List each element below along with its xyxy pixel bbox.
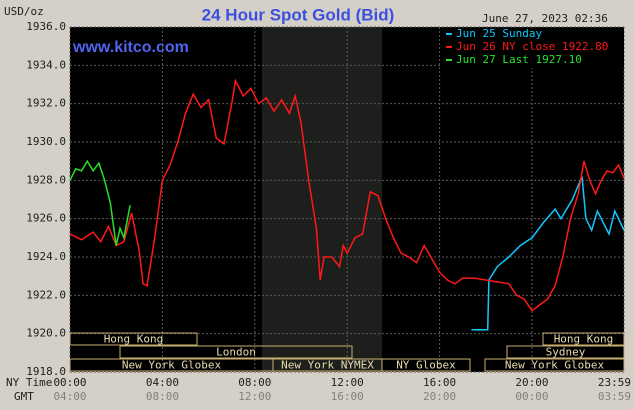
x-tick-label: 16:00: [423, 376, 456, 389]
y-tick-label: 1918.0: [26, 365, 66, 378]
x-tick-label: 08:00: [238, 376, 271, 389]
session-box: [542, 332, 625, 346]
x2-tick-label: 00:00: [515, 390, 548, 403]
session-label: London: [216, 346, 256, 359]
x2-axis-label: GMT: [14, 390, 34, 403]
watermark: www.kitco.com: [72, 39, 189, 56]
session-box: [381, 358, 471, 372]
session-box: [69, 332, 198, 346]
price-line: [69, 78, 625, 312]
y-tick-label: 1922.0: [26, 288, 66, 301]
session-label: New York Globex: [505, 359, 605, 372]
session-box: [506, 345, 625, 359]
x2-tick-label: 03:59: [598, 390, 631, 403]
y-tick-label: 1926.0: [26, 212, 66, 225]
session-label: Hong Kong: [554, 333, 614, 346]
legend-label: Jun 25 Sunday: [456, 27, 542, 40]
legend-label: Jun 26 NY close 1922.80: [456, 40, 608, 53]
x2-tick-label: 12:00: [238, 390, 271, 403]
x2-tick-label: 20:00: [423, 390, 456, 403]
legend-box: [440, 28, 624, 68]
x-tick-label: 04:00: [146, 376, 179, 389]
x2-tick-label: 04:00: [53, 390, 86, 403]
x2-tick-label: 16:00: [331, 390, 364, 403]
legend-label: Jun 27 Last 1927.10: [456, 53, 582, 66]
session-label: New York Globex: [122, 359, 222, 372]
y-axis-label: USD/oz: [4, 5, 44, 18]
y-tick-label: 1936.0: [26, 20, 66, 33]
x-tick-label: 12:00: [331, 376, 364, 389]
x2-tick-label: 08:00: [146, 390, 179, 403]
x-axis-label: NY Time: [6, 376, 52, 389]
session-label: Sydney: [546, 346, 586, 359]
session-box: [484, 358, 625, 372]
session-label: New York NYMEX: [281, 359, 374, 372]
x-tick-label: 23:59: [598, 376, 631, 389]
chart-title: 24 Hour Spot Gold (Bid): [202, 5, 395, 24]
x-tick-label: 00:00: [53, 376, 86, 389]
price-line: [471, 176, 625, 331]
session-label: NY Globex: [396, 359, 456, 372]
session-box: [119, 345, 353, 359]
timestamp: June 27, 2023 02:36: [482, 12, 608, 25]
y-tick-label: 1932.0: [26, 97, 66, 110]
x-tick-label: 20:00: [515, 376, 548, 389]
price-line: [69, 159, 131, 246]
session-label: Hong Kong: [104, 333, 164, 346]
y-tick-label: 1930.0: [26, 135, 66, 148]
y-tick-label: 1934.0: [26, 58, 66, 71]
y-tick-label: 1928.0: [26, 173, 66, 186]
y-tick-label: 1920.0: [26, 327, 66, 340]
nymex-shade: [262, 27, 382, 372]
y-tick-label: 1924.0: [26, 250, 66, 263]
